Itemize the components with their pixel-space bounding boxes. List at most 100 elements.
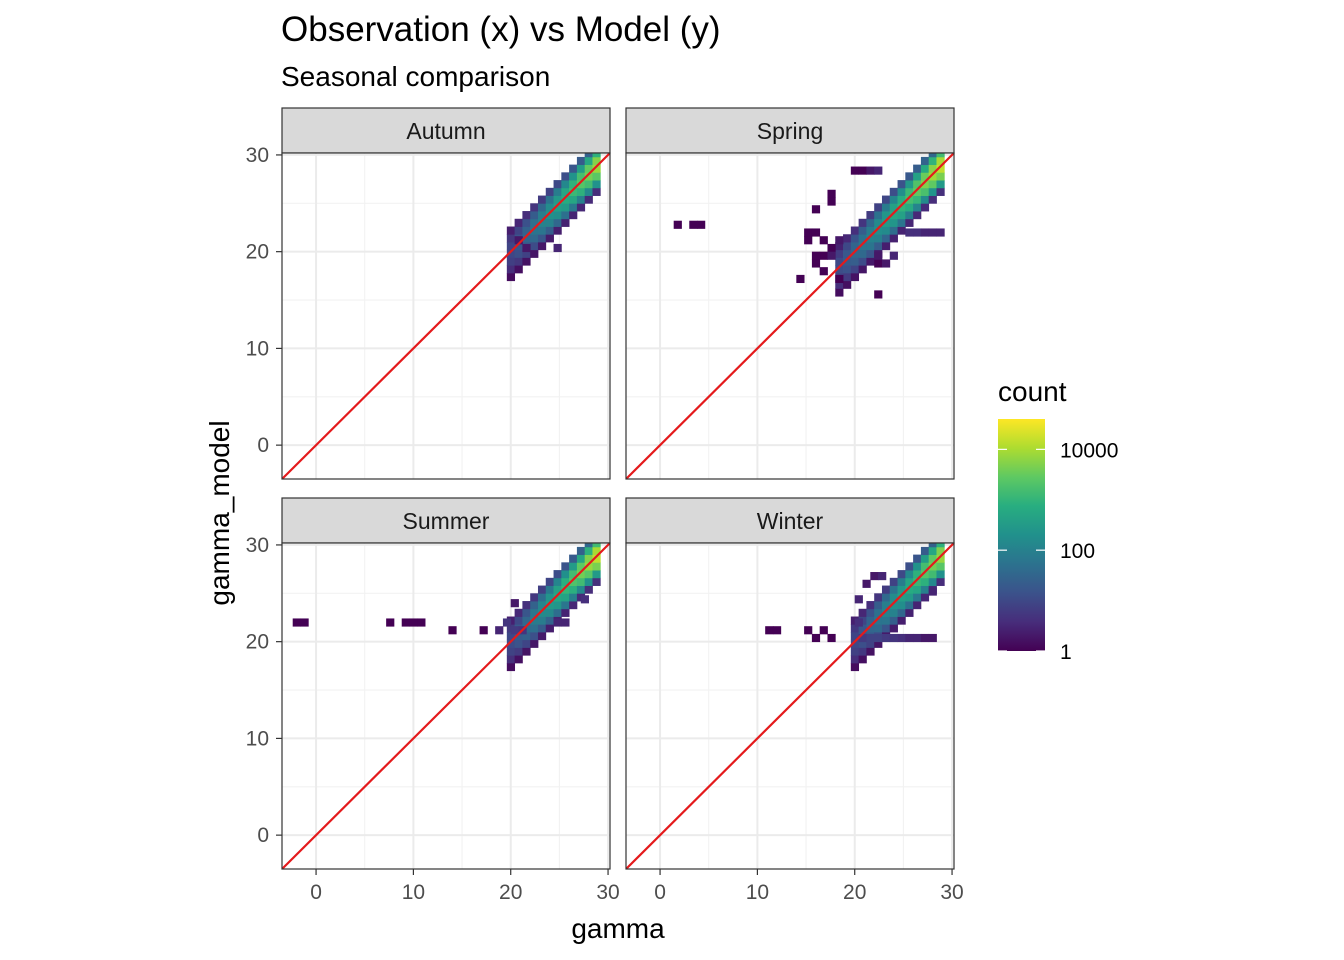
heat-bin	[553, 211, 562, 220]
heat-bin	[913, 554, 922, 563]
heat-bin	[522, 218, 531, 227]
heat-bin	[874, 633, 883, 643]
heat-bin	[592, 570, 601, 579]
heat-bin	[889, 234, 898, 243]
heat-bin	[576, 562, 586, 571]
heat-bin	[905, 562, 914, 571]
heat-bin	[689, 220, 698, 229]
heat-bin	[506, 265, 516, 274]
heat-bin	[545, 577, 554, 586]
heat-bin	[878, 572, 887, 581]
reference-line	[282, 543, 610, 869]
heat-bin	[889, 585, 898, 594]
heat-bin	[866, 608, 875, 617]
heat-bin	[514, 265, 523, 274]
heat-bin	[553, 593, 562, 602]
heat-bin	[537, 624, 547, 633]
heat-bin	[827, 243, 836, 253]
heat-bin	[936, 156, 945, 166]
reference-line	[626, 153, 954, 479]
chart-subtitle: Seasonal comparison	[281, 61, 550, 92]
heat-bin	[866, 639, 875, 648]
facet-strip	[281, 497, 611, 544]
heat-bin	[545, 593, 554, 602]
heat-bin	[292, 618, 301, 627]
heat-bin	[811, 259, 821, 268]
heat-bin	[866, 633, 875, 643]
heat-bin	[592, 562, 601, 571]
heat-bin	[881, 211, 891, 220]
heat-bin	[928, 570, 937, 579]
legend-label: 1	[1060, 641, 1072, 664]
heat-bin	[569, 593, 578, 602]
heat-bin	[569, 585, 578, 594]
heat-bin	[843, 241, 852, 251]
heat-bin	[889, 577, 898, 586]
heat-bin	[576, 203, 586, 212]
heat-bin	[858, 265, 867, 274]
heat-bin	[545, 187, 554, 196]
heat-bin	[850, 265, 860, 274]
y-tick-label: 0	[257, 434, 269, 457]
heat-bin	[553, 180, 562, 189]
heat-bin	[835, 241, 844, 251]
heat-bin	[553, 203, 562, 212]
heat-bin	[881, 218, 891, 227]
heat-bin	[592, 554, 601, 563]
heat-bin	[897, 203, 906, 212]
heat-bin	[866, 249, 875, 258]
heat-bin	[936, 554, 945, 563]
legend: count 1 100 10000	[998, 376, 1118, 664]
heat-bin	[386, 618, 395, 627]
heat-bin	[592, 156, 601, 166]
heat-bin	[843, 249, 852, 258]
x-tick-label: 0	[310, 881, 322, 904]
facet-spring: Spring	[625, 107, 955, 480]
heat-bin	[928, 180, 937, 189]
heat-bin	[874, 601, 883, 610]
heat-bin	[537, 616, 547, 625]
heat-bin	[561, 172, 570, 181]
heat-bin	[897, 577, 906, 586]
heat-bin	[514, 236, 523, 245]
legend-title: count	[998, 376, 1067, 407]
heat-bin	[866, 166, 875, 175]
heat-bin	[905, 633, 914, 643]
heat-bin	[881, 195, 891, 204]
heat-bin	[576, 546, 586, 556]
heat-bin	[889, 211, 898, 220]
heat-bin	[553, 570, 562, 579]
panel-contents	[626, 153, 954, 479]
heat-bin	[850, 655, 860, 664]
heat-bin	[506, 647, 516, 656]
heat-bin	[569, 195, 578, 204]
heat-bin	[858, 166, 867, 175]
heat-bin	[576, 156, 586, 166]
heat-bin	[889, 203, 898, 212]
heat-bin	[858, 218, 867, 227]
heat-bin	[592, 546, 601, 556]
heat-bin	[522, 601, 531, 610]
heat-bin	[920, 187, 930, 196]
panel-contents	[282, 153, 610, 479]
heat-bin	[913, 593, 922, 602]
heat-bin	[522, 631, 531, 641]
heat-bin	[592, 172, 601, 181]
facet-strip-label: Summer	[403, 508, 490, 534]
heat-bin	[913, 187, 922, 196]
heat-bin	[561, 180, 570, 189]
heat-bin	[569, 203, 578, 212]
heat-bin	[514, 608, 523, 617]
heat-bin	[569, 601, 578, 610]
heat-bin	[889, 633, 898, 643]
heat-bin	[897, 187, 906, 196]
heat-bin	[561, 585, 570, 594]
heat-bin	[850, 639, 860, 648]
heat-bin	[569, 211, 578, 220]
heat-bin	[584, 172, 593, 181]
heat-bin	[835, 236, 844, 245]
heat-bin	[530, 249, 539, 258]
heat-bin	[889, 251, 898, 260]
heat-bin	[506, 234, 516, 243]
heat-bin	[835, 257, 844, 266]
